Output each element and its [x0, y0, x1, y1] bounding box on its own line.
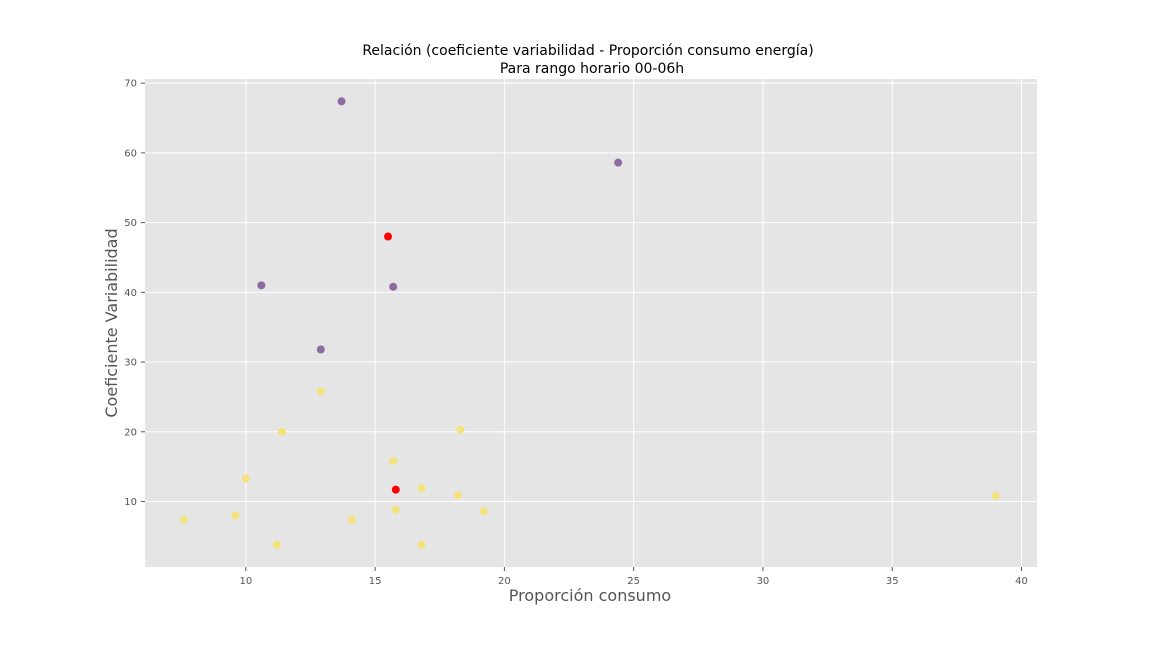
- scatter-point-yellow: [417, 484, 426, 493]
- y-tick-label: 50: [124, 218, 137, 229]
- scatter-point-yellow: [179, 515, 188, 524]
- plot-area: [145, 79, 1037, 567]
- scatter-point-yellow: [417, 540, 426, 549]
- x-tick-label: 30: [757, 576, 770, 587]
- grid-lines: [145, 79, 1037, 567]
- axis-ticks: 10 15 20 25 30 35 40 10 20 30 40 50 60 70: [124, 79, 1028, 587]
- scatter-point-yellow: [456, 425, 465, 434]
- scatter-point-purple: [389, 282, 398, 291]
- scatter-point-yellow: [479, 507, 488, 516]
- chart-subtitle: Para rango horario 00-06h: [500, 61, 684, 77]
- y-tick-label: 20: [124, 427, 137, 438]
- x-tick-label: 15: [369, 576, 382, 587]
- scatter-point-purple: [257, 281, 266, 290]
- scatter-point-purple: [337, 97, 346, 106]
- scatter-point-yellow: [347, 515, 356, 524]
- chart-title: Relación (coeficiente variabilidad - Pro…: [362, 43, 813, 59]
- scatter-point-red: [391, 485, 400, 494]
- x-tick-label: 25: [627, 576, 640, 587]
- y-tick-label: 30: [124, 358, 137, 369]
- scatter-point-red: [384, 232, 393, 241]
- scatter-point-yellow: [278, 427, 287, 436]
- scatter-point-yellow: [316, 387, 325, 396]
- y-axis-label: Coeficiente Variabilidad: [102, 228, 121, 417]
- scatter-point-purple: [316, 345, 325, 354]
- scatter-point-yellow: [231, 511, 240, 520]
- scatter-point-purple: [614, 158, 623, 167]
- x-tick-label: 35: [886, 576, 899, 587]
- scatter-point-yellow: [389, 457, 398, 466]
- x-axis-label: Proporción consumo: [509, 586, 671, 605]
- y-tick-label: 60: [124, 148, 137, 159]
- x-tick-label: 20: [498, 576, 511, 587]
- y-tick-label: 40: [124, 288, 137, 299]
- data-points: [179, 97, 1000, 549]
- x-tick-label: 10: [239, 576, 252, 587]
- scatter-point-yellow: [391, 505, 400, 514]
- x-tick-label: 40: [1015, 576, 1028, 587]
- y-tick-label: 10: [124, 497, 137, 508]
- scatter-point-yellow: [241, 474, 250, 483]
- y-tick-label: 70: [124, 79, 137, 90]
- scatter-point-yellow: [272, 540, 281, 549]
- scatter-point-yellow: [453, 491, 462, 500]
- scatter-point-yellow: [991, 491, 1000, 500]
